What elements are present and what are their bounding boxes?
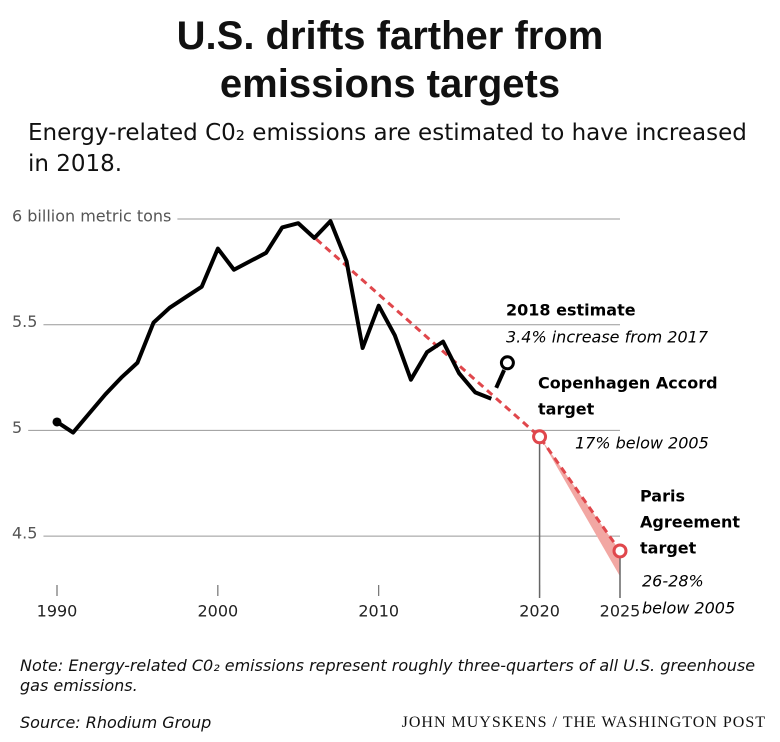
x-tick-label: 2010 — [358, 602, 399, 621]
chart-title: U.S. drifts farther from emissions targe… — [176, 14, 604, 106]
x-tick-label: 2025 — [600, 602, 641, 621]
subtitle: Energy-related C0₂ emissions are estimat… — [28, 120, 747, 177]
x-tick-label: 1990 — [37, 602, 78, 621]
estimate-connector — [494, 369, 506, 389]
y-tick-label: 5.5 — [12, 312, 37, 331]
annotation-title: Copenhagen Accord — [538, 374, 718, 393]
annotation-title: target — [538, 400, 595, 419]
y-tick-label: 5 — [12, 418, 22, 437]
annotation-note: 26-28% — [642, 572, 704, 591]
annotation-note: below 2005 — [642, 599, 735, 618]
y-tick-label: 4.5 — [12, 524, 37, 543]
x-tick-label: 2000 — [197, 602, 238, 621]
annotation-title: 2018 estimate — [506, 301, 636, 320]
x-tick-label: 2020 — [519, 602, 560, 621]
estimate-point — [499, 355, 515, 371]
credit: JOHN MUYSKENS / THE WASHINGTON POST — [401, 714, 766, 731]
annotation-note: 17% below 2005 — [575, 434, 709, 453]
annotation-title: Agreement — [640, 513, 740, 532]
y-tick-label: 6 billion metric tons — [12, 207, 171, 226]
annotation-title: target — [640, 539, 697, 558]
annotation-title: Paris — [640, 487, 685, 506]
note: Note: Energy-related C0₂ emissions repre… — [20, 656, 756, 695]
target-range — [539, 436, 620, 577]
series-line — [55, 219, 493, 435]
source: Source: Rhodium Group — [20, 713, 212, 732]
target-point — [612, 543, 628, 559]
target-point — [532, 429, 548, 445]
annotation-note: 3.4% increase from 2017 — [506, 328, 709, 347]
start-point — [52, 417, 62, 427]
